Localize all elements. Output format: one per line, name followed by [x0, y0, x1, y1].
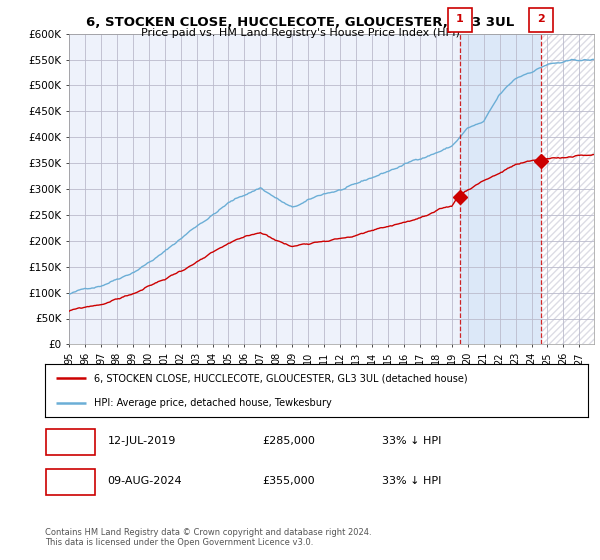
Text: 2: 2	[67, 474, 74, 487]
Text: 6, STOCKEN CLOSE, HUCCLECOTE, GLOUCESTER, GL3 3UL: 6, STOCKEN CLOSE, HUCCLECOTE, GLOUCESTER…	[86, 16, 514, 29]
Text: £355,000: £355,000	[262, 476, 315, 486]
Bar	[541, 34, 594, 344]
Text: 33% ↓ HPI: 33% ↓ HPI	[382, 476, 441, 486]
Bar	[541, 34, 594, 344]
Text: 1: 1	[456, 15, 464, 24]
Text: HPI: Average price, detached house, Tewkesbury: HPI: Average price, detached house, Tewk…	[94, 398, 332, 408]
Text: Price paid vs. HM Land Registry's House Price Index (HPI): Price paid vs. HM Land Registry's House …	[140, 28, 460, 38]
Text: 2: 2	[537, 15, 545, 24]
Text: 09-AUG-2024: 09-AUG-2024	[107, 476, 182, 486]
Bar	[460, 34, 541, 344]
Text: 12-JUL-2019: 12-JUL-2019	[107, 436, 176, 446]
FancyBboxPatch shape	[46, 469, 95, 495]
FancyBboxPatch shape	[46, 429, 95, 455]
Text: 33% ↓ HPI: 33% ↓ HPI	[382, 436, 441, 446]
Text: 2: 2	[537, 17, 545, 27]
Text: Contains HM Land Registry data © Crown copyright and database right 2024.
This d: Contains HM Land Registry data © Crown c…	[45, 528, 371, 547]
Text: 1: 1	[456, 17, 464, 27]
Text: 6, STOCKEN CLOSE, HUCCLECOTE, GLOUCESTER, GL3 3UL (detached house): 6, STOCKEN CLOSE, HUCCLECOTE, GLOUCESTER…	[94, 374, 467, 384]
Text: 1: 1	[67, 435, 74, 447]
Text: £285,000: £285,000	[262, 436, 315, 446]
